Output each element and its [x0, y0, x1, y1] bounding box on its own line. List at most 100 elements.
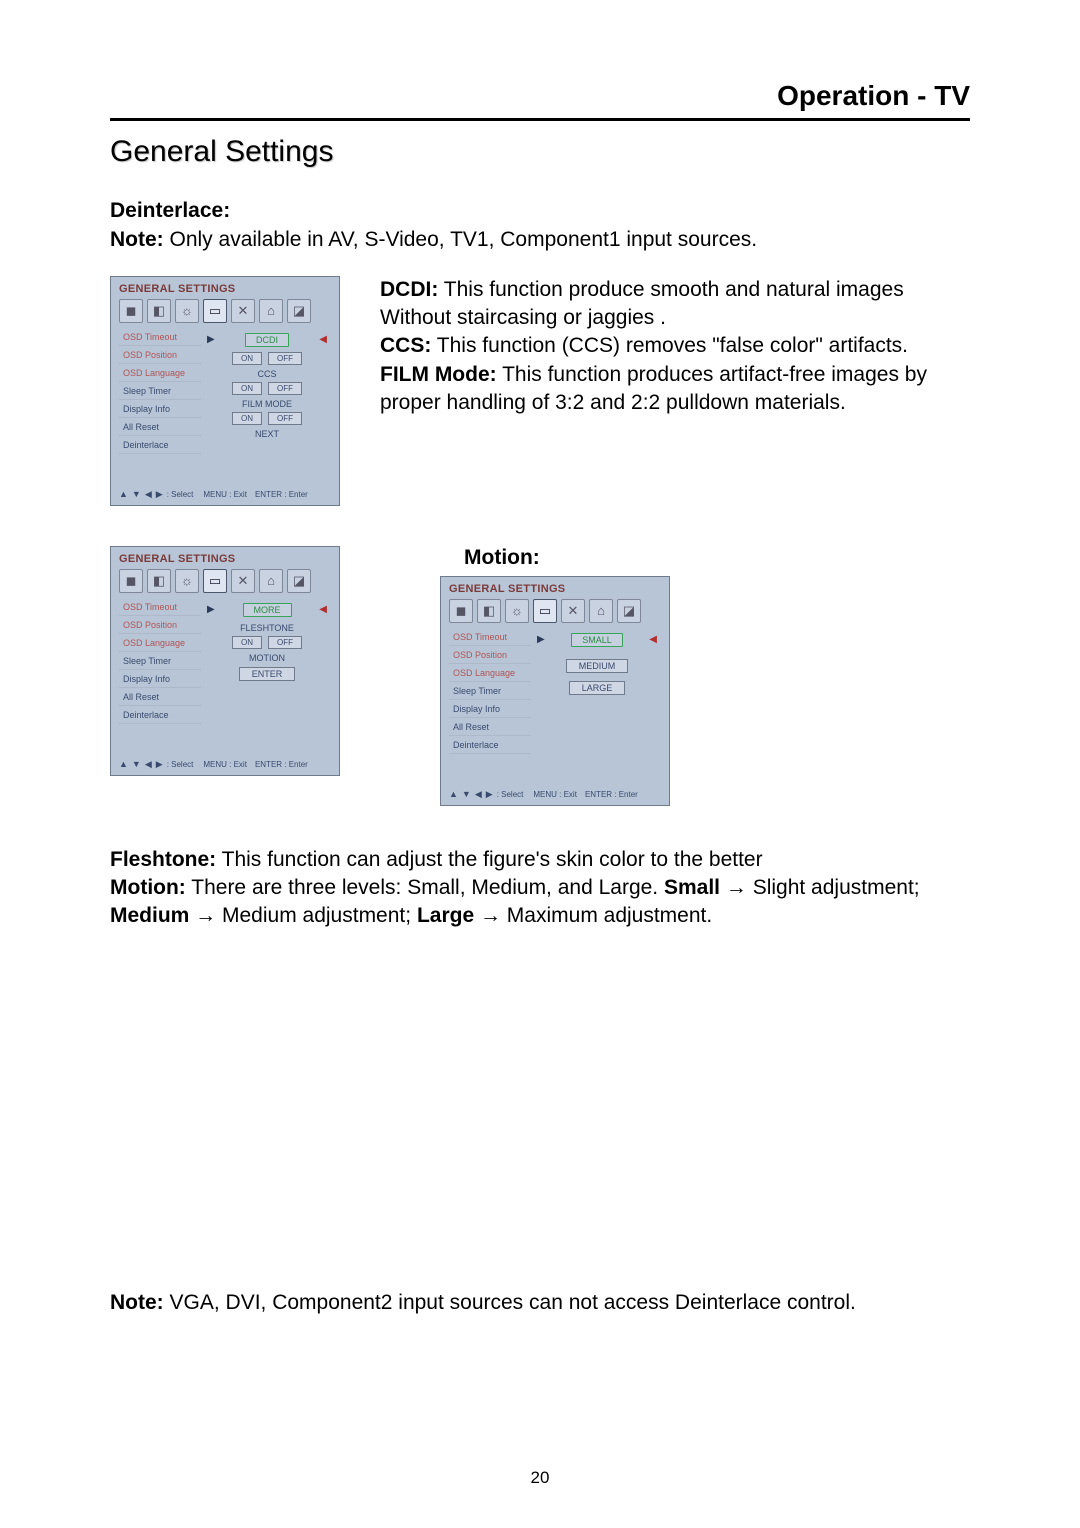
- osd-item-timeout: OSD Timeout: [449, 629, 531, 646]
- on-box: ON: [232, 352, 262, 365]
- osd-panel-3: GENERAL SETTINGS ◼ ◧ ☼ ▭ ✕ ⌂ ◪ OSD Timeo…: [440, 576, 670, 806]
- osd3-medium: MEDIUM: [566, 659, 629, 673]
- screen-icon: ▭: [203, 569, 227, 593]
- pip-icon: ◪: [617, 599, 641, 623]
- osd2-flesh-toggle: ON OFF: [207, 636, 327, 649]
- osd1-right: ▶ DCDI ◀ ON OFF CCS ON OFF FILM MODE ON …: [201, 329, 331, 467]
- osd3-main: OSD Timeout OSD Position OSD Language Sl…: [449, 629, 661, 767]
- osd1-main: OSD Timeout OSD Position OSD Language Sl…: [119, 329, 331, 467]
- deinterlace-note: Note: Only available in AV, S-Video, TV1…: [110, 226, 970, 253]
- osd2-iconrow: ◼ ◧ ☼ ▭ ✕ ⌂ ◪: [119, 569, 331, 593]
- ccs-label: CCS:: [380, 334, 431, 357]
- osd-item-timeout: OSD Timeout: [119, 329, 201, 346]
- osd3-menu-left: OSD Timeout OSD Position OSD Language Sl…: [449, 629, 531, 767]
- osd-item-reset: All Reset: [119, 419, 201, 436]
- deinterlace-label: Deinterlace:: [110, 199, 230, 222]
- tools-icon: ✕: [561, 599, 585, 623]
- osd2-main: OSD Timeout OSD Position OSD Language Sl…: [119, 599, 331, 737]
- osd-panel-2: GENERAL SETTINGS ◼ ◧ ☼ ▭ ✕ ⌂ ◪ OSD Timeo…: [110, 546, 340, 776]
- tri-up-icon: ▲: [119, 759, 128, 769]
- page-header: Operation - TV: [110, 80, 970, 112]
- osd-item-language: OSD Language: [119, 635, 201, 652]
- osd-item-timeout: OSD Timeout: [119, 599, 201, 616]
- screen-icon: ▭: [203, 299, 227, 323]
- large-label: Large: [417, 904, 480, 927]
- osd3-large: LARGE: [569, 681, 626, 695]
- osd2-footer: ▲ ▼ ◀ ▶ : Select MENU : Exit ENTER : Ent…: [119, 759, 331, 770]
- tri-left-icon: ◀: [145, 759, 152, 770]
- osd2-flesh: FLESHTONE: [207, 623, 327, 633]
- osd2-nav: ▶ MORE ◀: [207, 601, 327, 619]
- osd2-title: GENERAL SETTINGS: [119, 553, 331, 565]
- footer-menu: MENU : Exit: [533, 790, 577, 799]
- osd3-nav: ▶ SMALL ◀: [537, 631, 657, 649]
- osd1-iconrow: ◼ ◧ ☼ ▭ ✕ ⌂ ◪: [119, 299, 331, 323]
- osd2-right: ▶ MORE ◀ FLESHTONE ON OFF MOTION ENTER: [201, 599, 331, 737]
- note-label: Note:: [110, 228, 164, 251]
- lock-icon: ⌂: [589, 599, 613, 623]
- medium-text: Medium adjustment;: [216, 904, 417, 927]
- footer-select: : Select: [497, 790, 524, 799]
- osd-item-language: OSD Language: [449, 665, 531, 682]
- arrow-icon: →: [726, 876, 747, 899]
- osd3-right: ▶ SMALL ◀ MEDIUM LARGE: [531, 629, 661, 767]
- footer-menu: MENU : Exit: [203, 490, 247, 499]
- off-box: OFF: [268, 352, 302, 365]
- lock-icon: ⌂: [259, 299, 283, 323]
- osd-panel-1: GENERAL SETTINGS ◼ ◧ ☼ ▭ ✕ ⌂ ◪ OSD Timeo…: [110, 276, 340, 506]
- osd2-enter: ENTER: [239, 667, 296, 681]
- dcdi-description: DCDI: This function produce smooth and n…: [380, 276, 970, 418]
- osd1-ccs-label: CCS: [207, 369, 327, 379]
- tri-right-icon: ▶: [156, 489, 163, 500]
- on-box-3: ON: [232, 412, 262, 425]
- tri-down-icon: ▼: [132, 489, 141, 499]
- osd1-film-toggle-2: ON OFF: [207, 412, 327, 425]
- osd3-highlight: SMALL: [571, 633, 623, 647]
- osd1-highlight: DCDI: [245, 333, 289, 347]
- fleshtone-label: Fleshtone:: [110, 848, 216, 871]
- osd1-film-toggle: ON OFF: [207, 382, 327, 395]
- osd-item-reset: All Reset: [449, 719, 531, 736]
- pip-icon: ◪: [287, 569, 311, 593]
- tv-icon: ◼: [119, 299, 143, 323]
- off-box-2: OFF: [268, 382, 302, 395]
- osd-item-deinterlace: Deinterlace: [119, 437, 201, 454]
- bottom-note-label: Note:: [110, 1291, 164, 1314]
- osd1-next: NEXT: [207, 429, 327, 439]
- dcdi-text: This function produce smooth and natural…: [380, 278, 904, 329]
- brightness-icon: ☼: [175, 299, 199, 323]
- osd1-menu-left: OSD Timeout OSD Position OSD Language Sl…: [119, 329, 201, 467]
- footer-enter: ENTER : Enter: [585, 790, 638, 799]
- motion-heading: Motion:: [464, 546, 670, 570]
- osd-panel-3-wrap: Motion: GENERAL SETTINGS ◼ ◧ ☼ ▭ ✕ ⌂ ◪ O…: [440, 546, 670, 806]
- screen-icon: ▭: [533, 599, 557, 623]
- osd-item-display: Display Info: [119, 401, 201, 418]
- picture-icon: ◧: [477, 599, 501, 623]
- picture-icon: ◧: [147, 299, 171, 323]
- osd-item-display: Display Info: [119, 671, 201, 688]
- lock-icon: ⌂: [259, 569, 283, 593]
- tri-left-icon: ◀: [145, 489, 152, 500]
- osd1-title: GENERAL SETTINGS: [119, 283, 331, 295]
- tv-icon: ◼: [119, 569, 143, 593]
- osd-item-deinterlace: Deinterlace: [449, 737, 531, 754]
- deinterlace-intro: Deinterlace:: [110, 197, 970, 224]
- note-text: Only available in AV, S-Video, TV1, Comp…: [164, 228, 757, 251]
- osd-item-position: OSD Position: [119, 617, 201, 634]
- osd1-nav: ▶ DCDI ◀: [207, 331, 327, 349]
- arrow-icon: →: [195, 904, 216, 927]
- osd3-title: GENERAL SETTINGS: [449, 583, 661, 595]
- arrow-icon: →: [480, 904, 501, 927]
- header-rule: [110, 118, 970, 121]
- brightness-icon: ☼: [505, 599, 529, 623]
- footer-select: : Select: [167, 760, 194, 769]
- motion-text: There are three levels: Small, Medium, a…: [186, 876, 664, 899]
- fleshtone-text: This function can adjust the figure's sk…: [216, 848, 762, 871]
- pip-icon: ◪: [287, 299, 311, 323]
- footer-menu: MENU : Exit: [203, 760, 247, 769]
- osd-item-deinterlace: Deinterlace: [119, 707, 201, 724]
- tri-left-icon: ◀: [475, 789, 482, 800]
- row-dcdi: GENERAL SETTINGS ◼ ◧ ☼ ▭ ✕ ⌂ ◪ OSD Timeo…: [110, 276, 970, 506]
- osd-item-sleep: Sleep Timer: [119, 653, 201, 670]
- tools-icon: ✕: [231, 299, 255, 323]
